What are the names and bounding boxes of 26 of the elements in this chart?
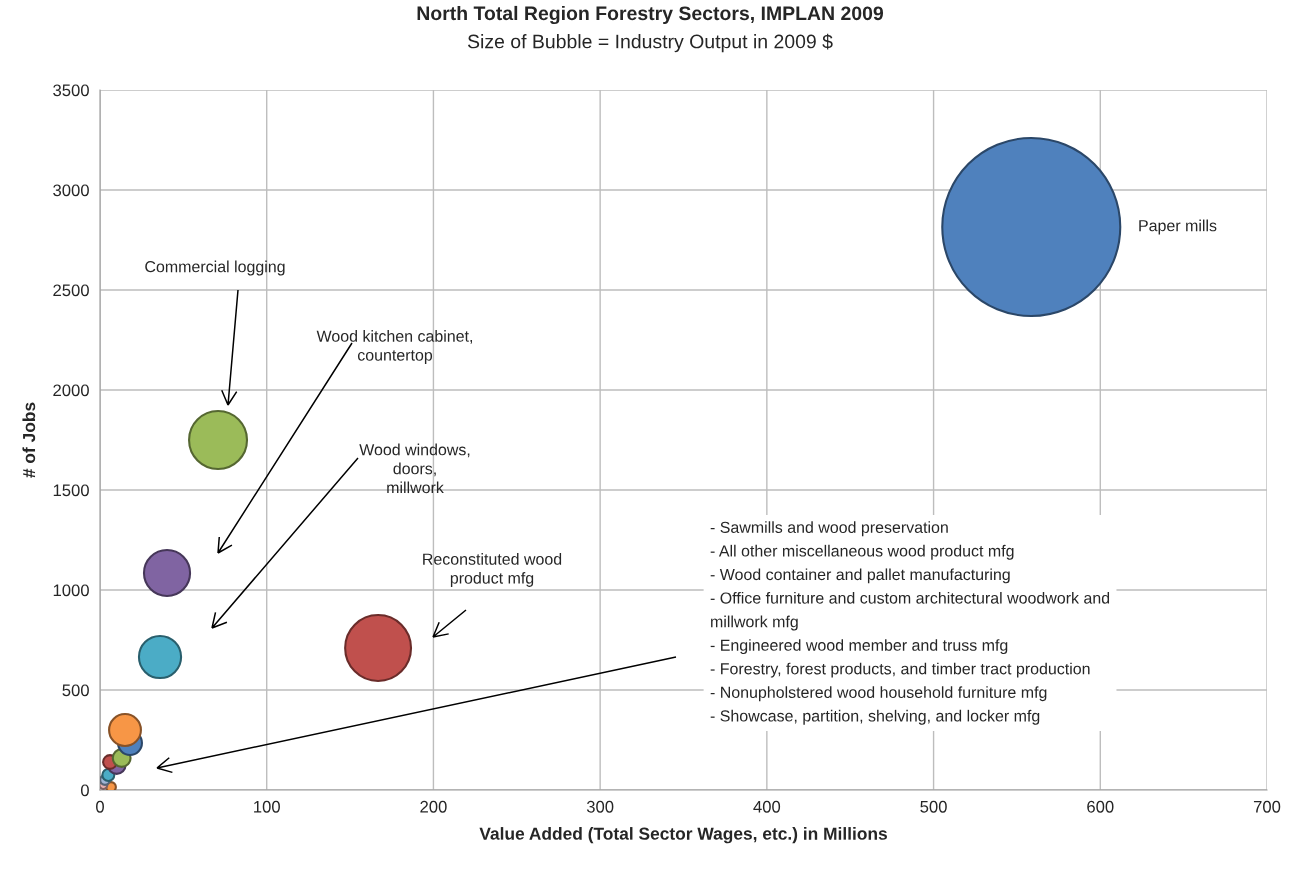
chart-subtitle: Size of Bubble = Industry Output in 2009 $ [467,33,833,53]
x-tick-label: 0 [96,800,104,813]
y-axis-title: # of Jobs [22,402,36,478]
x-tick-label: 400 [753,800,781,813]
annotation: Commercial logging [145,260,285,276]
y-tick-label: 1500 [53,484,89,497]
y-tick-label: 3000 [53,184,89,197]
annotation: Wood kitchen cabinet, countertop [316,330,472,364]
y-tick-label: 0 [80,784,89,797]
annotation: Wood windows, doors, millwork [359,443,470,494]
x-tick-label: 300 [586,800,614,813]
chart-title: North Total Region Forestry Sectors, IMPLAN 2009 [417,5,884,25]
y-tick-label: 2000 [53,384,89,397]
text: - Sawmills and wood preservation - All other miscellaneous wood product mfg - Wood container and pallet manufacturing - Office furniture and custom architectural woodwork and millwork mfg - Engineered wood member and truss mfg - Forestry, forest products, and timber tract production - Nonupholstered wood household furniture mfg - Showcase, partition, shelving, and locker mfg [710,521,1110,725]
x-tick-label: 600 [1087,800,1114,813]
x-tick-label: 100 [254,800,280,813]
annotation: Paper mills [1139,219,1217,235]
x-tick-label: 700 [1253,800,1281,813]
y-tick-label: 3500 [53,84,89,97]
y-tick-label: 2500 [53,284,89,297]
x-axis-title: Value Added (Total Sector Wages, etc.) in Millions [479,827,887,844]
y-tick-label: 1000 [53,584,89,597]
y-tick-label: 500 [62,684,89,697]
x-tick-label: 200 [420,800,447,813]
annotation: Reconstituted wood product mfg [423,553,562,587]
x-tick-label: 500 [920,800,947,813]
